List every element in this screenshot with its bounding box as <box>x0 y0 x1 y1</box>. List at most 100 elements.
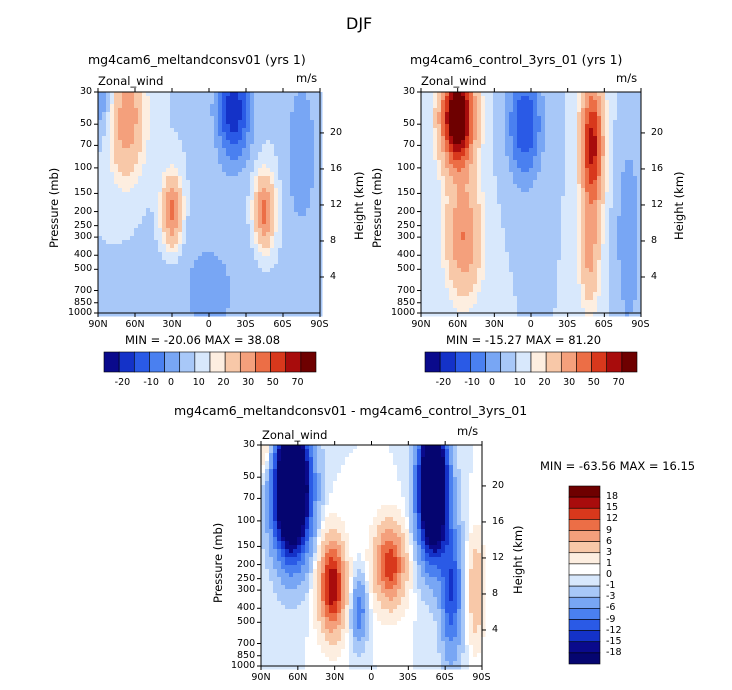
colorbar-box <box>591 351 608 373</box>
pressure-tick-label: 500 <box>74 263 93 275</box>
latitude-tick-label: 60N <box>448 319 468 330</box>
panel-3-ylabel: Pressure (mb) <box>211 522 225 603</box>
pressure-tick-label: 850 <box>397 296 416 308</box>
pressure-tick-label: 250 <box>397 219 416 231</box>
height-tick-label: 4 <box>330 270 337 282</box>
pressure-tick-label: 150 <box>237 540 256 552</box>
panel-2-units-label: m/s <box>616 71 638 85</box>
colorbar-box <box>500 351 517 373</box>
height-tick-label: 16 <box>492 515 505 527</box>
contour-fill <box>261 445 486 670</box>
pressure-tick-label: 150 <box>397 187 416 199</box>
colorbar-box <box>621 351 638 373</box>
colorbar-box <box>568 574 601 587</box>
height-tick-label: 20 <box>492 479 505 491</box>
colorbar-box <box>545 351 562 373</box>
colorbar-box <box>576 351 592 373</box>
colorbar-box <box>568 541 601 554</box>
colorbar-label: -1 <box>606 580 616 592</box>
colorbar-box <box>568 652 601 665</box>
pressure-tick-label: 500 <box>237 616 256 628</box>
panel-1-colorbar <box>103 351 317 373</box>
latitude-tick-label: 60S <box>273 319 292 330</box>
colorbar-box <box>300 351 317 373</box>
colorbar-label: 50 <box>266 377 279 388</box>
latitude-tick-label: 30N <box>162 319 182 330</box>
pressure-tick-label: 1000 <box>231 660 256 671</box>
colorbar-label: 30 <box>563 377 576 388</box>
latitude-tick-label: 90N <box>251 672 271 683</box>
colorbar-box <box>179 351 196 373</box>
panel-2-stats: MIN = -15.27 MAX = 81.20 <box>446 333 602 347</box>
colorbar-label: 70 <box>612 377 625 388</box>
latitude-tick-label: 30N <box>484 319 504 330</box>
latitude-tick-label: 0 <box>205 319 212 330</box>
height-tick-label: 12 <box>651 198 664 210</box>
panel-1-units-label: m/s <box>296 71 318 85</box>
panel-2-title: mg4cam6_control_3yrs_01 (yrs 1) <box>410 52 623 67</box>
height-tick-label: 12 <box>492 551 505 563</box>
colorbar-label: 0 <box>489 377 496 388</box>
colorbar-label: 20 <box>538 377 551 388</box>
colorbar-box <box>118 351 135 373</box>
colorbar-box <box>568 585 601 598</box>
panel-1-stats: MIN = -20.06 MAX = 38.08 <box>125 333 281 347</box>
colorbar-label: -12 <box>606 624 622 636</box>
height-tick-label: 16 <box>651 162 664 174</box>
latitude-tick-label: 90S <box>631 319 650 330</box>
panel-1-ylabel-right: Height (km) <box>352 171 366 240</box>
colorbar-label: 15 <box>606 502 619 514</box>
pressure-tick-label: 300 <box>397 231 416 243</box>
latitude-tick-label: 90N <box>88 319 108 330</box>
colorbar-box <box>285 351 302 373</box>
colorbar-box <box>568 552 601 565</box>
colorbar-box <box>515 351 532 373</box>
pressure-tick-label: 300 <box>237 584 256 596</box>
pressure-tick-label: 200 <box>74 205 93 217</box>
colorbar-box <box>470 351 486 373</box>
contour-fill <box>98 92 323 317</box>
colorbar-box <box>439 351 456 373</box>
panel-3-title: mg4cam6_meltandconsv01 - mg4cam6_control… <box>174 403 528 418</box>
latitude-tick-label: 0 <box>368 672 375 683</box>
colorbar-box <box>568 530 601 542</box>
pressure-tick-label: 250 <box>237 572 256 584</box>
pressure-tick-label: 100 <box>74 161 93 173</box>
colorbar-label: -20 <box>435 377 452 388</box>
pressure-tick-label: 300 <box>74 231 93 243</box>
latitude-tick-label: 30S <box>558 319 577 330</box>
colorbar-label: 9 <box>606 524 613 536</box>
colorbar-label: -9 <box>606 613 616 625</box>
colorbar-box <box>133 351 150 373</box>
pressure-tick-label: 30 <box>80 86 93 97</box>
colorbar-label: 10 <box>192 377 205 388</box>
colorbar-label: 70 <box>291 377 304 388</box>
panel-2-variable-label: Zonal_wind <box>421 74 487 88</box>
pressure-tick-label: 500 <box>397 263 416 275</box>
latitude-tick-label: 30S <box>398 672 417 683</box>
latitude-tick-label: 90S <box>472 672 491 683</box>
colorbar-box <box>568 563 601 576</box>
colorbar-label: -10 <box>143 377 159 388</box>
pressure-tick-label: 200 <box>237 558 256 570</box>
colorbar-box <box>568 619 601 631</box>
colorbar-label: -18 <box>606 646 622 658</box>
colorbar-box <box>209 351 226 373</box>
pressure-tick-label: 1000 <box>68 307 93 318</box>
colorbar-box <box>568 485 601 498</box>
colorbar-label: 3 <box>606 546 613 558</box>
colorbar-box <box>530 351 547 373</box>
colorbar-box <box>485 351 502 373</box>
panel-1-ylabel: Pressure (mb) <box>47 167 61 248</box>
panel-3-ylabel-right: Height (km) <box>511 525 525 594</box>
colorbar-box <box>568 630 601 643</box>
pressure-tick-label: 30 <box>403 86 416 97</box>
height-tick-label: 12 <box>330 198 343 210</box>
panel-1-variable-label: Zonal_wind <box>98 74 164 88</box>
pressure-tick-label: 100 <box>397 161 416 173</box>
panel-3-variable-label: Zonal_wind <box>262 428 328 442</box>
colorbar-label: -10 <box>464 377 480 388</box>
pressure-tick-label: 850 <box>74 296 93 308</box>
latitude-tick-label: 60N <box>288 672 308 683</box>
colorbar-label: 18 <box>606 491 619 503</box>
